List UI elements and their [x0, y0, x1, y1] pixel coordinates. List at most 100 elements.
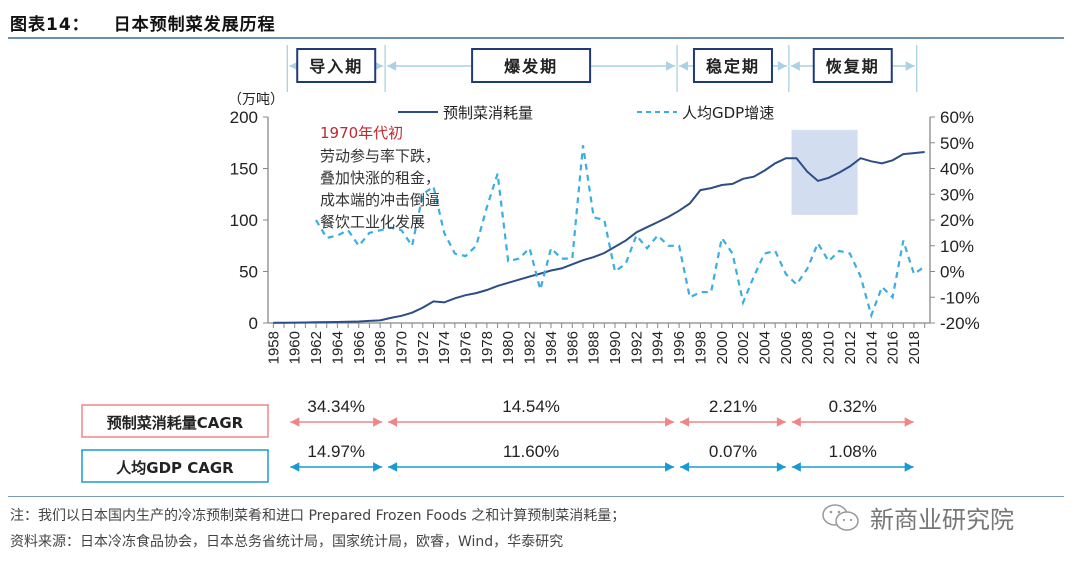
cagr-arrow-head-right	[904, 417, 914, 427]
left-axis-tick-label: 100	[230, 211, 258, 230]
phase-box	[812, 48, 893, 83]
cagr-arrow-head-left	[290, 417, 300, 427]
figure-title: 图表14： 日本预制菜发展历程	[10, 10, 276, 35]
x-axis-tick-label: 1974	[436, 331, 453, 364]
highlight-region	[791, 129, 858, 215]
x-axis-tick-label: 1958	[265, 331, 282, 364]
cagr-value: 14.97%	[307, 442, 365, 461]
legend-label-gdp-growth: 人均GDP增速	[682, 104, 774, 122]
right-axis-tick-label: 0%	[940, 263, 965, 282]
footer-divider	[8, 496, 1064, 497]
left-axis-tick-label: 200	[230, 108, 258, 127]
x-axis-tick-label: 1962	[308, 331, 325, 364]
x-axis-tick-label: 1984	[543, 331, 560, 364]
annotation-heading: 1970年代初	[320, 124, 403, 142]
phase-arrow-head-right	[666, 61, 676, 71]
right-axis-tick-label: 10%	[940, 237, 974, 256]
right-axis-tick-label: 30%	[940, 185, 974, 204]
consumption-series-line	[273, 151, 925, 324]
phase-arrow-head-left	[289, 61, 299, 71]
right-axis-tick-label: 20%	[940, 211, 974, 230]
phase-arrow-head-left	[679, 61, 689, 71]
phase-box	[471, 48, 592, 83]
x-axis-tick-label: 2004	[757, 331, 774, 364]
gdp-growth-series-line	[315, 145, 926, 319]
x-axis-tick-label: 1980	[500, 331, 517, 364]
cagr-arrow-head-left	[388, 417, 398, 427]
left-axis-tick-label: 150	[230, 160, 258, 179]
x-axis-tick-label: 1960	[287, 331, 304, 364]
cagr-label-box-consumption	[81, 404, 269, 438]
annotation-line: 餐饮工业化发展	[320, 213, 425, 231]
cagr-arrow-head-right	[373, 462, 383, 472]
figure-number: 图表14：	[10, 15, 90, 35]
x-axis-tick-label: 2016	[885, 331, 902, 364]
annotation-line: 成本端的冲击倒逼	[320, 191, 440, 209]
cagr-arrow-head-right	[373, 417, 383, 427]
x-axis-tick-label: 2008	[799, 331, 816, 364]
cagr-arrow-head-right	[904, 462, 914, 472]
cagr-value: 14.54%	[502, 397, 560, 416]
cagr-arrow-head-left	[791, 417, 801, 427]
cagr-arrow-head-left	[680, 417, 690, 427]
title-divider	[8, 37, 1064, 39]
phase-arrow-head-right	[374, 61, 384, 71]
x-axis-tick-label: 1986	[564, 331, 581, 364]
phase-arrow-head-left	[790, 61, 800, 71]
x-axis-tick-label: 1968	[372, 331, 389, 364]
watermark-text: 新商业研究院	[870, 506, 1014, 534]
cagr-arrow-head-right	[776, 417, 786, 427]
cagr-value: 1.08%	[829, 442, 877, 461]
footnote-note: 注：我们以日本国内生产的冷冻预制菜肴和进口 Prepared Frozen Fo…	[10, 508, 626, 524]
x-axis-tick-label: 1970	[393, 331, 410, 364]
x-axis-tick-label: 1988	[586, 331, 603, 364]
x-axis-tick-label: 2002	[735, 331, 752, 364]
cagr-arrow-head-right	[665, 462, 675, 472]
x-axis-tick-label: 1982	[522, 331, 539, 364]
footnote-source: 资料来源：日本冷冻食品协会，日本总务省统计局，国家统计局，欧睿，Wind，华泰研…	[10, 534, 564, 550]
cagr-value: 34.34%	[307, 397, 365, 416]
x-axis-tick-label: 1978	[479, 331, 496, 364]
x-axis-tick-label: 1966	[351, 331, 368, 364]
right-axis-tick-label: 60%	[940, 108, 974, 127]
x-axis-tick-label: 1972	[415, 331, 432, 364]
cagr-arrow-head-right	[665, 417, 675, 427]
phase-label: 导入期	[309, 57, 363, 76]
legend-label-consumption: 预制菜消耗量	[443, 104, 533, 122]
right-axis-tick-label: -10%	[940, 288, 980, 307]
phase-label: 爆发期	[504, 57, 558, 76]
x-axis-tick-label: 2012	[842, 331, 859, 364]
right-axis-tick-label: -20%	[940, 314, 980, 333]
x-axis-tick-label: 1998	[692, 331, 709, 364]
x-axis-tick-label: 2018	[906, 331, 923, 364]
x-axis-tick-label: 1992	[628, 331, 645, 364]
right-axis-tick-label: 40%	[940, 160, 974, 179]
phase-label: 恢复期	[826, 57, 880, 76]
left-axis-tick-label: 50	[239, 263, 258, 282]
cagr-label-box-gdp	[81, 449, 269, 483]
cagr-value: 0.32%	[829, 397, 877, 416]
figure-title-text: 日本预制菜发展历程	[113, 15, 276, 35]
cagr-arrow-head-left	[290, 462, 300, 472]
cagr-value: 2.21%	[709, 397, 757, 416]
cagr-row-label: 人均GDP CAGR	[116, 459, 234, 477]
cagr-value: 11.60%	[503, 442, 559, 461]
x-axis-tick-label: 2006	[778, 331, 795, 364]
x-axis-tick-label: 1996	[671, 331, 688, 364]
x-axis-tick-label: 2000	[714, 331, 731, 364]
x-axis-tick-label: 2014	[863, 331, 880, 364]
cagr-value: 0.07%	[709, 442, 757, 461]
phase-arrow-head-left	[387, 61, 397, 71]
chart-canvas: 0 50 100 150 200（万吨） -20% -10% 0% 10% 20% 30% 40% 50…	[81, 45, 980, 483]
cagr-arrow-head-left	[680, 462, 690, 472]
left-axis-tick-label: 0	[249, 314, 258, 333]
watermark: 新商业研究院	[820, 500, 1014, 535]
right-axis-tick-label: 50%	[940, 134, 974, 153]
phase-arrow-head-right	[905, 61, 915, 71]
x-axis-tick-label: 1976	[458, 331, 475, 364]
x-axis-tick-label: 1990	[607, 331, 624, 364]
left-axis-unit-label: （万吨）	[228, 92, 284, 108]
annotation-line: 叠加快涨的租金，	[320, 169, 440, 187]
x-axis-tick-label: 1964	[329, 331, 346, 364]
phase-box	[692, 48, 773, 83]
